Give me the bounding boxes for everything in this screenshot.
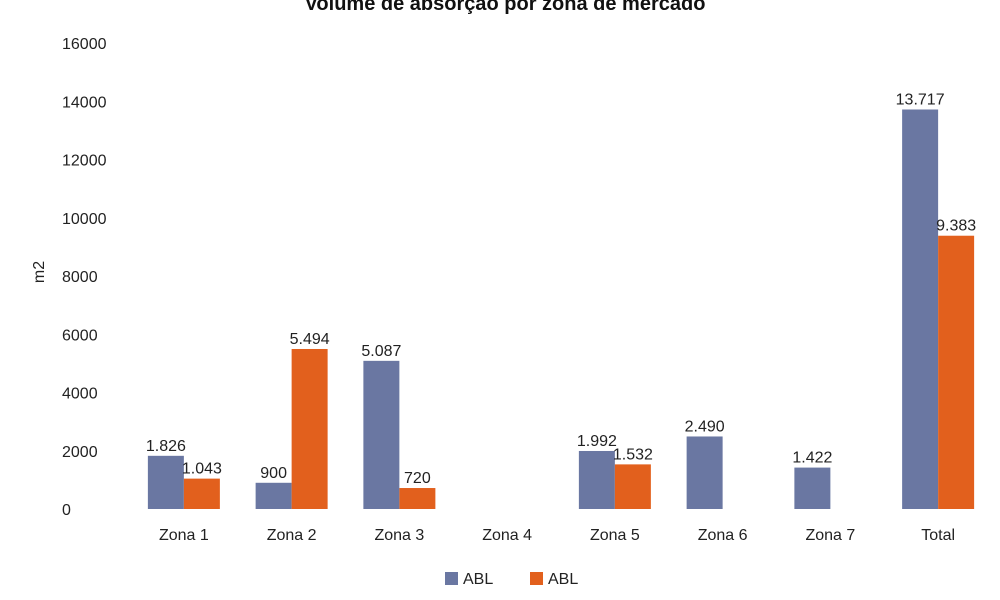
bar-series-1 <box>363 360 400 509</box>
bar-series-2 <box>291 348 328 509</box>
y-tick-label: 16000 <box>62 36 107 53</box>
bar-series-1 <box>578 450 615 509</box>
bar-series-2 <box>614 464 651 509</box>
y-axis: 0 2000 4000 6000 8000 10000 12000 14000 16000 <box>62 36 107 519</box>
y-tick-label: 0 <box>62 502 71 519</box>
x-category-label: Zona 2 <box>267 527 317 544</box>
legend: ABL ABL <box>445 571 578 588</box>
y-tick-label: 12000 <box>62 153 107 170</box>
y-tick-label: 14000 <box>62 94 107 111</box>
bar-series-1 <box>255 482 292 509</box>
data-label: 2.490 <box>685 418 725 435</box>
y-tick-label: 6000 <box>62 327 98 344</box>
x-category-label: Zona 1 <box>159 527 209 544</box>
data-label: 1.992 <box>577 433 617 450</box>
bar-series-2 <box>938 235 975 509</box>
x-category-label: Zona 4 <box>482 527 532 544</box>
bar-series-2 <box>399 488 436 509</box>
data-label: 1.532 <box>613 446 653 463</box>
legend-swatch <box>530 572 543 585</box>
data-label: 720 <box>404 470 431 487</box>
x-category-label: Zona 7 <box>805 527 855 544</box>
bar-series-1 <box>147 455 184 509</box>
data-label: 13.717 <box>896 91 945 108</box>
data-label: 9.383 <box>936 218 976 235</box>
legend-label: ABL <box>548 571 578 588</box>
legend-swatch <box>445 572 458 585</box>
x-category-label: Total <box>921 527 955 544</box>
x-category-label: Zona 5 <box>590 527 640 544</box>
legend-label: ABL <box>463 571 493 588</box>
x-category-label: Zona 3 <box>374 527 424 544</box>
x-axis: Zona 1 Zona 2 Zona 3 Zona 4 Zona 5 Zona 6 Zona… <box>159 527 955 544</box>
data-label: 1.826 <box>146 438 186 455</box>
data-label: 1.422 <box>792 450 832 467</box>
data-label: 900 <box>260 465 287 482</box>
y-tick-label: 10000 <box>62 211 107 228</box>
chart-title: Volume de absorção por zona de mercado <box>305 0 706 15</box>
data-label: 5.494 <box>290 331 330 348</box>
y-tick-label: 2000 <box>62 444 98 461</box>
y-tick-label: 8000 <box>62 269 98 286</box>
bar-series-1 <box>902 109 939 510</box>
bar-series-1 <box>794 467 831 509</box>
plot-area: 1.826 900 5.087 1.992 2.490 1.422 13.717 1.043 5… <box>146 91 976 510</box>
data-label: 5.087 <box>361 343 401 360</box>
y-axis-title: m2 <box>31 261 48 283</box>
data-label: 1.043 <box>182 461 222 478</box>
bar-series-2 <box>183 478 220 509</box>
y-tick-label: 4000 <box>62 386 98 403</box>
bar-series-1 <box>686 436 723 509</box>
x-category-label: Zona 6 <box>698 527 748 544</box>
